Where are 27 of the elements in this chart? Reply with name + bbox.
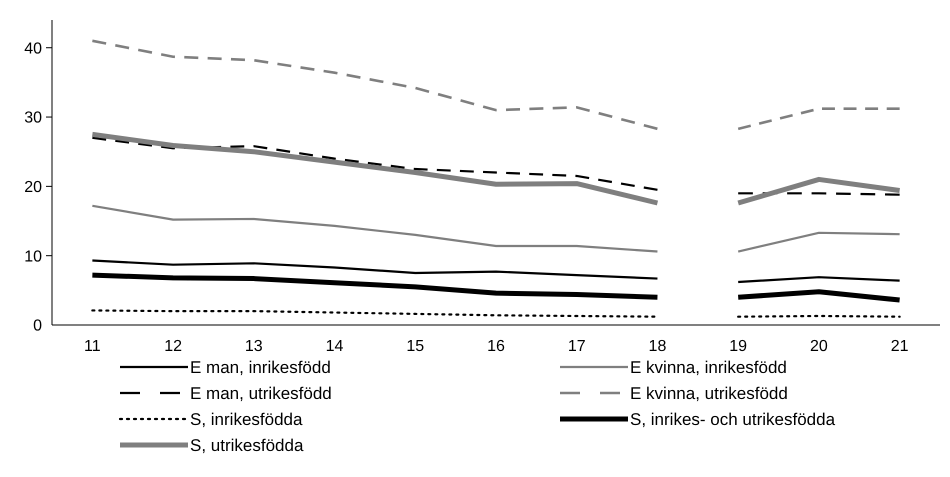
x-tick-label: 19 <box>729 338 748 355</box>
y-tick-label: 10 <box>24 248 42 266</box>
x-tick-label: 21 <box>890 338 909 355</box>
y-tick-label: 30 <box>24 110 42 127</box>
x-tick-label: 16 <box>487 338 505 355</box>
line-series <box>91 136 659 191</box>
legend-label: E kvinna, utrikesfödd <box>630 384 788 403</box>
y-tick-label: 40 <box>24 40 42 58</box>
legend-label: E man, inrikesfödd <box>190 358 331 377</box>
y-tick-label: 20 <box>24 178 42 196</box>
line-series <box>91 259 659 280</box>
legend-label: E kvinna, inrikesfödd <box>630 358 787 377</box>
legend-label: S, utrikesfödda <box>190 436 304 455</box>
x-tick-label: 18 <box>648 338 666 355</box>
x-tick-label: 15 <box>406 338 424 355</box>
x-tick-label: 17 <box>568 338 586 355</box>
x-tick-label: 12 <box>164 338 182 355</box>
legend-label: S, inrikes- och utrikesfödda <box>630 410 836 429</box>
legend-label: S, inrikesfödda <box>190 410 303 429</box>
y-tick-label: 0 <box>33 318 42 335</box>
x-tick-label: 11 <box>84 338 101 355</box>
line-series <box>91 39 659 130</box>
x-tick-label: 13 <box>244 338 263 355</box>
x-tick-label: 14 <box>326 338 344 355</box>
legend-label: E man, utrikesfödd <box>190 384 332 403</box>
line-series <box>91 204 659 253</box>
x-tick-label: 20 <box>810 338 828 355</box>
